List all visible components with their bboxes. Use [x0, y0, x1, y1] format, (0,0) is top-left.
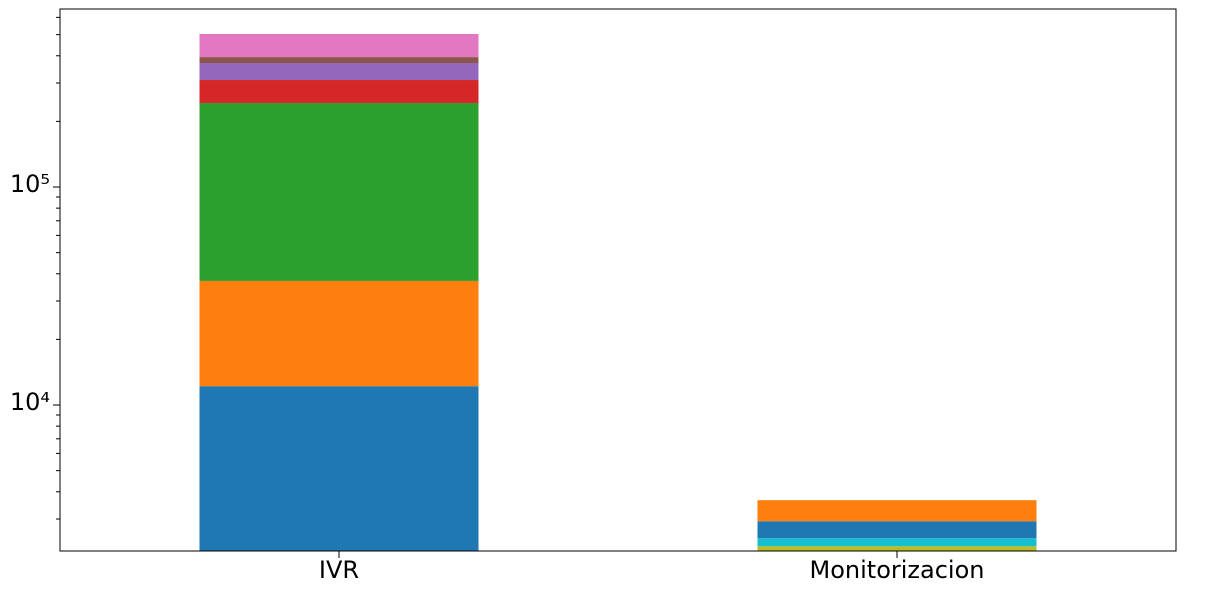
bar-segment: [757, 538, 1037, 547]
bar-segment: [199, 386, 479, 551]
bar-segment: [199, 57, 479, 63]
x-tick-label: Monitorizacion: [810, 556, 985, 584]
bar-segment: [199, 103, 479, 281]
bar-segment: [757, 546, 1037, 551]
y-tick-label: 10⁵: [10, 170, 50, 198]
bar-segment: [757, 500, 1037, 522]
bar-segment: [199, 80, 479, 104]
bar-segment: [757, 521, 1037, 539]
x-tick-label: IVR: [319, 556, 359, 584]
axes-frame: [59, 8, 1177, 552]
bar-segment: [199, 280, 479, 387]
plot-area: [199, 33, 1037, 551]
y-tick-label: 10⁴: [10, 388, 50, 416]
bar-segment: [199, 33, 479, 58]
bar-segment: [199, 62, 479, 81]
